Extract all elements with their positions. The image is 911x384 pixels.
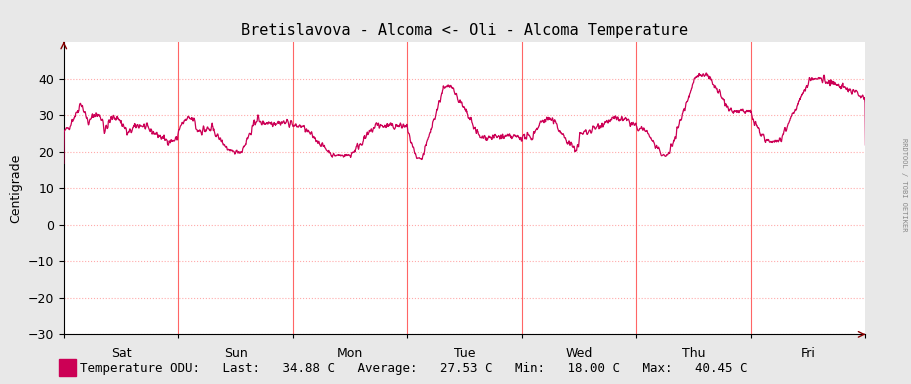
Text: Thu: Thu [682, 347, 705, 360]
Text: Fri: Fri [801, 347, 815, 360]
Title: Bretislavova - Alcoma <- Oli - Alcoma Temperature: Bretislavova - Alcoma <- Oli - Alcoma Te… [241, 23, 688, 38]
Text: Sat: Sat [111, 347, 131, 360]
Text: Sun: Sun [224, 347, 248, 360]
Text: Wed: Wed [566, 347, 593, 360]
Text: Mon: Mon [337, 347, 363, 360]
Y-axis label: Centigrade: Centigrade [9, 154, 22, 223]
Text: RRDTOOL / TOBI OETIKER: RRDTOOL / TOBI OETIKER [901, 137, 906, 231]
Text: Temperature ODU:   Last:   34.88 C   Average:   27.53 C   Min:   18.00 C   Max: : Temperature ODU: Last: 34.88 C Average: … [80, 362, 748, 375]
Text: Tue: Tue [454, 347, 476, 360]
